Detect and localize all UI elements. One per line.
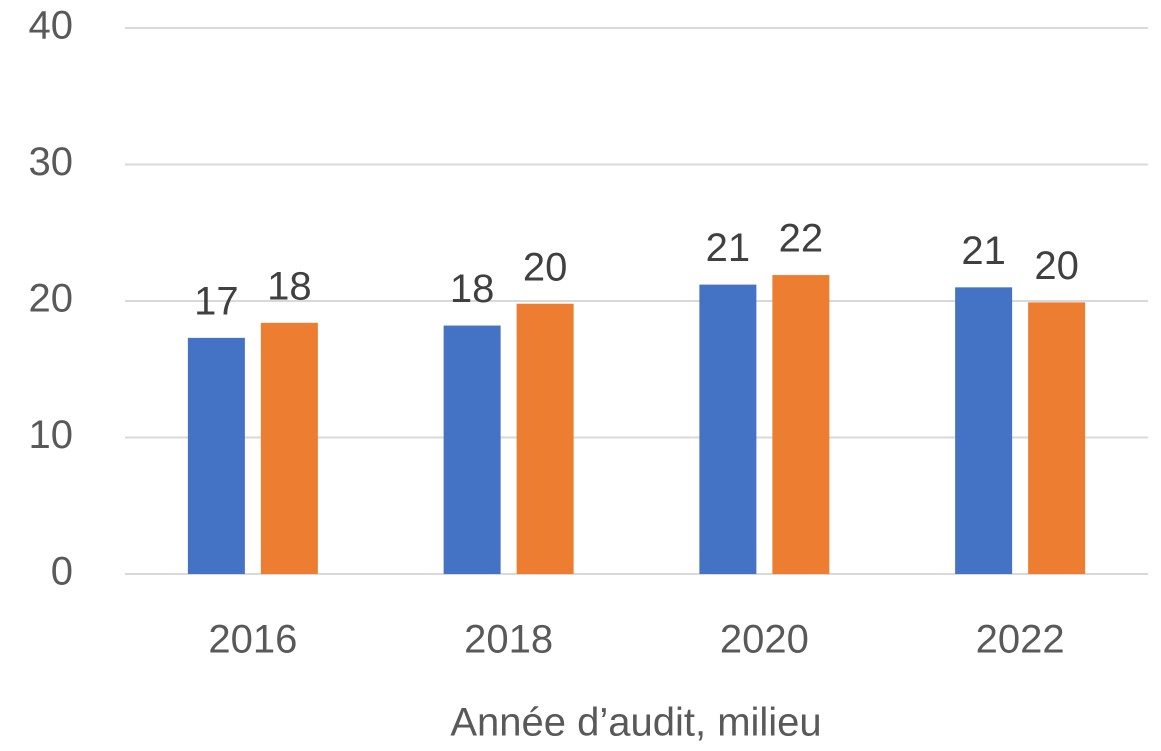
data-label: 17 [194, 279, 239, 323]
x-axis-title: Année d’audit, milieu [450, 701, 821, 745]
data-label: 20 [523, 245, 568, 289]
y-tick-label: 40 [29, 4, 74, 48]
data-label: 18 [450, 267, 495, 311]
x-tick-label: 2022 [976, 618, 1065, 662]
bar [955, 287, 1013, 574]
bar [1028, 302, 1086, 574]
data-label: 22 [779, 217, 824, 261]
bar [516, 303, 574, 574]
bar [187, 337, 245, 574]
y-tick-label: 30 [29, 140, 74, 184]
y-tick-label: 0 [51, 550, 73, 594]
x-tick-label: 2016 [208, 618, 297, 662]
x-tick-label: 2018 [464, 618, 553, 662]
data-label: 18 [267, 264, 312, 308]
bar [443, 325, 501, 574]
data-label: 21 [706, 226, 751, 270]
x-tick-label: 2020 [720, 618, 809, 662]
data-label: 21 [961, 229, 1006, 273]
bar [772, 275, 830, 574]
data-label: 20 [1034, 244, 1079, 288]
bar [260, 322, 318, 574]
y-tick-label: 20 [29, 277, 74, 321]
y-tick-label: 10 [29, 413, 74, 457]
bar [699, 284, 757, 574]
